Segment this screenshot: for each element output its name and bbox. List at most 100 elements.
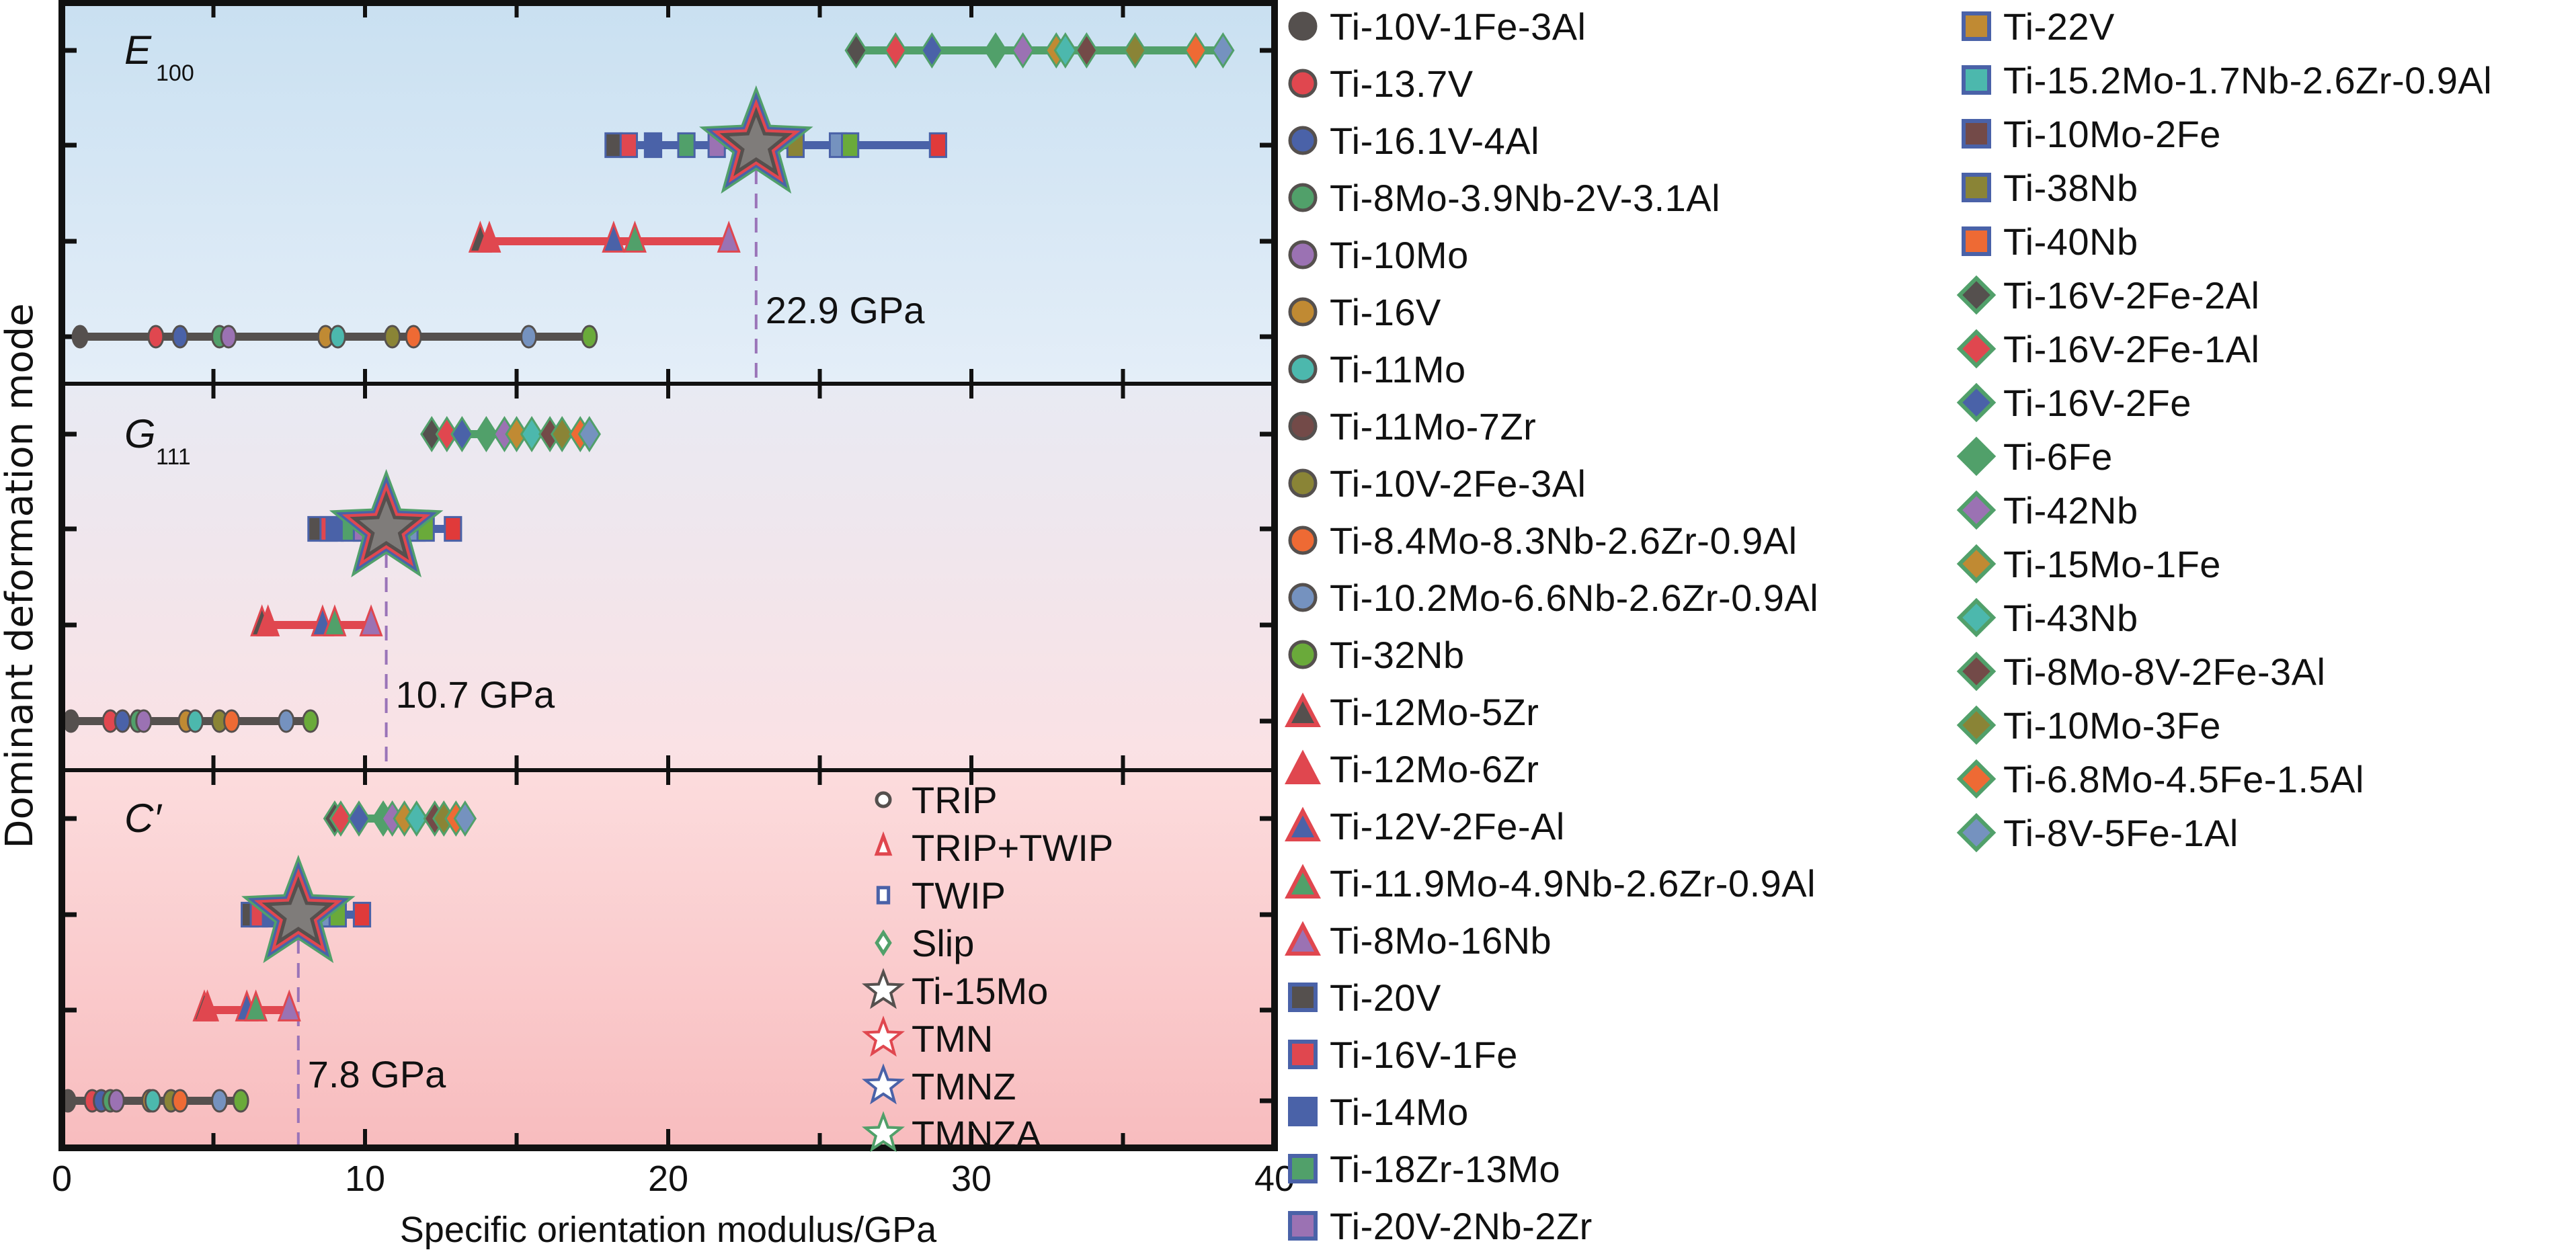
alloy-legend-label: Ti-8Mo-8V-2Fe-3Al	[2003, 650, 2326, 693]
triangle-icon	[1285, 692, 1321, 727]
inner-legend-label: TMN	[912, 1017, 993, 1060]
inner-legend-label: TMNZA	[912, 1113, 1042, 1155]
inner-legend-item: TMNZA	[861, 1111, 1042, 1155]
square-icon	[1288, 1211, 1318, 1241]
x-tick-label: 0	[52, 1159, 72, 1199]
diamond-icon	[1956, 544, 1997, 584]
alloy-legend-item: Ti-16V-2Fe-1Al	[1956, 325, 2260, 372]
alloy-legend-label: Ti-20V-2Nb-2Zr	[1330, 1204, 1593, 1247]
inner-legend-item: TRIP	[875, 779, 998, 821]
alloy-legend-label: Ti-12V-2Fe-Al	[1330, 804, 1565, 847]
alloy-legend-label: Ti-8Mo-3.9Nb-2V-3.1Al	[1330, 176, 1721, 219]
inner-legend-item: TRIP+TWIP	[874, 827, 1113, 869]
data-point	[577, 416, 601, 452]
alloy-legend-label: Ti-14Mo	[1330, 1090, 1469, 1133]
panel-background	[62, 384, 1275, 770]
star-marker	[699, 85, 813, 194]
star-highlight	[271, 886, 325, 937]
circle-icon	[1288, 583, 1318, 612]
alloy-legend-item: Ti-11.9Mo-4.9Nb-2.6Zr-0.9Al	[1283, 860, 1816, 907]
alloy-legend-label: Ti-10Mo-3Fe	[2003, 704, 2221, 747]
data-point	[444, 515, 462, 542]
star-icon	[861, 1063, 905, 1105]
data-point	[384, 325, 401, 349]
alloy-legend-item: Ti-20V-2Nb-2Zr	[1283, 1202, 1593, 1249]
x-tick-label: 30	[951, 1159, 992, 1199]
series-trip	[71, 325, 598, 349]
alloy-legend-label: Ti-16V	[1330, 290, 1441, 333]
data-point	[211, 1089, 229, 1113]
circle-icon	[1288, 526, 1318, 555]
diamond-icon	[1956, 759, 1997, 799]
inner-legend-label: TRIP+TWIP	[912, 827, 1113, 869]
data-point	[1211, 32, 1235, 69]
diamond-icon	[1956, 651, 1997, 692]
alloy-legend-label: Ti-12Mo-5Zr	[1330, 690, 1539, 733]
circle-icon	[1288, 468, 1318, 498]
alloy-legend-label: Ti-43Nb	[2003, 596, 2138, 639]
alloy-legend-label: Ti-22V	[2003, 5, 2115, 48]
data-point	[520, 325, 538, 349]
diamond-icon	[875, 929, 892, 957]
alloy-legend-label: Ti-10.2Mo-6.6Nb-2.6Zr-0.9Al	[1330, 576, 1819, 619]
reference-value-label: 22.9 GPa	[766, 289, 925, 331]
alloy-legend-item: Ti-12Mo-6Zr	[1283, 745, 1539, 792]
star-marker	[247, 861, 350, 958]
alloy-legend-item: Ti-10Mo-3Fe	[1956, 702, 2221, 749]
diamond-icon	[1956, 812, 1997, 853]
data-point	[278, 709, 295, 733]
data-point	[844, 32, 868, 69]
x-tick-label: 20	[648, 1159, 688, 1199]
data-point	[1011, 32, 1035, 69]
data-point	[325, 515, 344, 542]
data-point	[352, 901, 372, 928]
inner-legend-item: TMN	[861, 1015, 993, 1060]
series-trip-twip	[250, 604, 383, 636]
alloy-legend-item: Ti-8Mo-3.9Nb-2V-3.1Al	[1283, 174, 1720, 221]
alloy-legend-item: Ti-20V	[1283, 974, 1441, 1021]
alloy-legend-item: Ti-10V-2Fe-3Al	[1283, 460, 1586, 507]
panel-label: E	[124, 28, 152, 73]
star-marker	[241, 854, 356, 964]
series-slip	[844, 32, 1235, 69]
square-icon	[1962, 119, 1991, 149]
star-marker	[341, 482, 431, 567]
circle-icon	[1288, 183, 1318, 212]
series-trip	[59, 1089, 249, 1113]
triangle-icon	[874, 831, 893, 856]
circle-icon	[1288, 411, 1318, 441]
data-point	[550, 416, 574, 452]
alloy-legend-label: Ti-16V-2Fe	[2003, 381, 2191, 424]
diamond-icon	[1956, 597, 1997, 638]
data-point	[329, 800, 353, 837]
alloy-legend-item: Ti-43Nb	[1956, 594, 2138, 641]
star-highlight	[729, 117, 783, 168]
circle-icon	[1288, 11, 1318, 41]
alloy-legend-label: Ti-42Nb	[2003, 489, 2138, 532]
inner-legend-item: TMNZ	[861, 1063, 1016, 1108]
y-axis-label: Dominant deformation mode	[0, 303, 42, 848]
data-point	[405, 325, 422, 349]
alloy-legend-item: Ti-32Nb	[1283, 631, 1465, 678]
data-point	[359, 604, 383, 636]
alloy-legend-label: Ti-10Mo	[1330, 233, 1469, 276]
circle-icon	[1288, 240, 1318, 269]
alloy-legend-item: Ti-12V-2Fe-Al	[1283, 802, 1565, 849]
alloy-legend-item: Ti-38Nb	[1956, 164, 2138, 211]
data-point	[477, 220, 501, 253]
data-point	[186, 709, 204, 733]
alloy-legend-label: Ti-32Nb	[1330, 633, 1465, 676]
inner-legend-item: Ti-15Mo	[861, 968, 1048, 1012]
data-point	[602, 220, 626, 253]
series-slip	[420, 416, 601, 452]
data-point	[171, 325, 189, 349]
diamond-icon	[1956, 275, 1997, 315]
inner-legend-label: Slip	[912, 922, 974, 964]
inner-legend-label: Ti-15Mo	[912, 970, 1048, 1012]
panel-label-subscript: 111	[156, 444, 191, 470]
alloy-legend-label: Ti-15Mo-1Fe	[2003, 542, 2221, 585]
data-point	[677, 132, 696, 159]
data-point	[420, 416, 444, 452]
